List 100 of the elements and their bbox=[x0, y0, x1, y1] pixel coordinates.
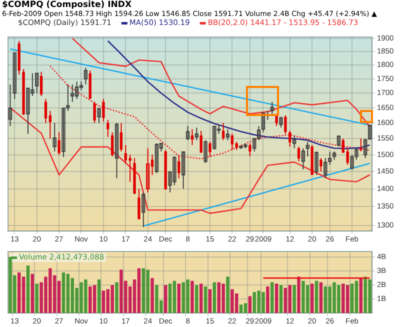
candlestick bbox=[138, 188, 140, 220]
bar bbox=[342, 284, 345, 313]
bar bbox=[244, 303, 248, 313]
candlestick bbox=[35, 72, 39, 94]
bar bbox=[212, 282, 216, 313]
candlestick bbox=[336, 134, 341, 148]
candlestick bbox=[194, 127, 198, 141]
candlestick bbox=[270, 101, 274, 114]
bar bbox=[359, 278, 363, 313]
bar bbox=[346, 285, 350, 313]
candlestick bbox=[114, 122, 119, 179]
candlestick bbox=[52, 122, 56, 152]
candlestick bbox=[8, 84, 12, 127]
candlestick bbox=[26, 87, 30, 134]
bar bbox=[270, 282, 274, 313]
candlestick bbox=[306, 141, 310, 157]
candlestick bbox=[360, 138, 362, 152]
candlestick bbox=[204, 140, 208, 164]
bar bbox=[97, 279, 101, 313]
bar bbox=[190, 280, 194, 313]
bar bbox=[239, 304, 243, 313]
bar bbox=[26, 265, 30, 313]
candlestick bbox=[97, 107, 101, 124]
candlestick bbox=[226, 128, 230, 141]
candlestick bbox=[154, 142, 159, 174]
bar bbox=[92, 285, 96, 313]
candlestick bbox=[200, 130, 202, 154]
bar bbox=[319, 282, 323, 313]
bar bbox=[115, 282, 118, 313]
bar bbox=[66, 274, 70, 313]
candlestick bbox=[93, 101, 96, 124]
bar bbox=[204, 286, 208, 313]
bar bbox=[279, 285, 283, 313]
candlestick bbox=[110, 132, 114, 157]
candlestick bbox=[142, 192, 146, 228]
bar bbox=[62, 272, 66, 313]
bar bbox=[284, 288, 288, 313]
candlestick bbox=[186, 126, 190, 141]
candlestick bbox=[178, 154, 180, 179]
candlestick bbox=[284, 114, 287, 134]
candlestick bbox=[208, 141, 212, 157]
bar bbox=[164, 285, 168, 313]
bar bbox=[177, 284, 181, 313]
bar bbox=[17, 272, 21, 313]
bar bbox=[248, 296, 252, 313]
candlestick bbox=[74, 81, 79, 100]
bar bbox=[146, 270, 150, 313]
candlestick bbox=[12, 52, 16, 100]
bar bbox=[302, 280, 305, 313]
chart-title: $COMPQ (Composite) INDX bbox=[2, 0, 133, 10]
bar bbox=[172, 280, 176, 313]
bar bbox=[354, 280, 358, 313]
candlestick bbox=[190, 128, 194, 146]
candlestick bbox=[212, 126, 216, 150]
candlestick bbox=[48, 110, 52, 140]
candlestick bbox=[364, 138, 368, 159]
bar bbox=[22, 276, 26, 313]
candlestick bbox=[346, 148, 349, 166]
bar bbox=[30, 274, 34, 313]
bar bbox=[195, 285, 198, 313]
bar bbox=[274, 284, 278, 313]
candlestick bbox=[40, 71, 43, 97]
bar bbox=[350, 284, 354, 313]
candlestick bbox=[106, 119, 110, 138]
candlestick bbox=[288, 130, 292, 148]
candlestick bbox=[314, 151, 318, 176]
candlestick bbox=[292, 134, 296, 149]
bar bbox=[110, 285, 114, 313]
bar bbox=[150, 278, 154, 313]
candlestick bbox=[328, 151, 332, 166]
candlestick bbox=[248, 142, 252, 157]
candlestick bbox=[84, 67, 88, 85]
bar bbox=[222, 284, 225, 313]
candlestick bbox=[342, 138, 344, 154]
candlestick bbox=[222, 122, 225, 141]
candlestick bbox=[128, 154, 132, 182]
candlestick bbox=[297, 146, 300, 162]
candlestick bbox=[70, 84, 74, 102]
candlestick bbox=[182, 151, 186, 190]
candlestick bbox=[146, 148, 150, 193]
candlestick bbox=[230, 133, 234, 150]
bar bbox=[297, 276, 300, 313]
bar bbox=[88, 286, 92, 313]
bar bbox=[314, 280, 318, 313]
candlestick bbox=[320, 158, 322, 172]
bar bbox=[102, 290, 106, 313]
candlestick bbox=[120, 122, 123, 152]
bar bbox=[292, 285, 296, 313]
candlestick bbox=[279, 116, 283, 128]
candlestick bbox=[44, 98, 48, 124]
bar bbox=[35, 284, 38, 313]
bar bbox=[288, 285, 292, 313]
bar bbox=[226, 276, 230, 313]
candlestick bbox=[301, 148, 306, 170]
bar bbox=[230, 289, 234, 313]
bar bbox=[208, 289, 212, 313]
bar bbox=[168, 284, 172, 313]
candlestick bbox=[102, 98, 105, 122]
candlestick bbox=[58, 132, 60, 156]
bar bbox=[266, 286, 270, 313]
